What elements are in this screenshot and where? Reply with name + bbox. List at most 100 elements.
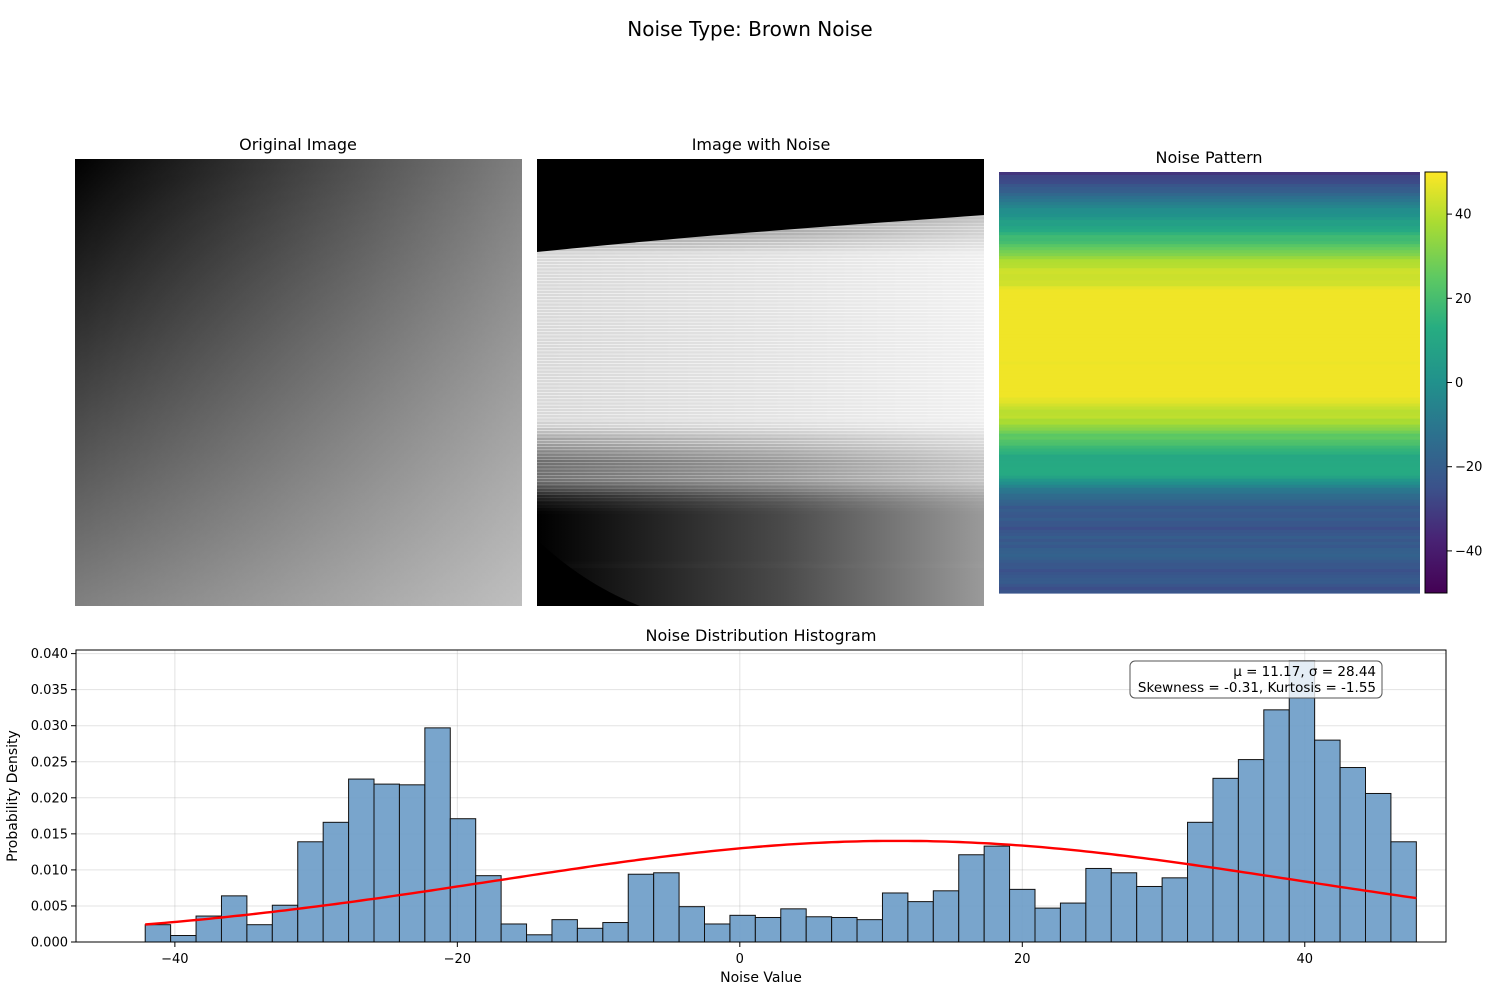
histogram-bar <box>144 924 172 942</box>
y-axis-label: Probability Density <box>5 730 21 862</box>
noisy-row <box>537 286 984 291</box>
noisy-row <box>537 475 984 479</box>
noise-row <box>999 337 1420 341</box>
histogram-bar <box>1110 872 1138 942</box>
noisy-row <box>537 347 984 352</box>
noise-row <box>999 508 1420 513</box>
histogram-bar <box>653 872 680 942</box>
x-tick-label: 40 <box>1296 952 1313 967</box>
histogram-bar <box>475 875 502 942</box>
noise-row <box>999 178 1420 182</box>
noise-row <box>999 472 1420 477</box>
histogram-bar <box>1364 792 1392 942</box>
noise-row <box>999 343 1420 348</box>
noisy-row <box>537 328 984 333</box>
noisy-row <box>537 267 984 272</box>
noise-row <box>999 316 1420 320</box>
colorbar-tick-label: 0 <box>1455 376 1463 391</box>
noise-row <box>999 583 1420 588</box>
noise-row <box>999 442 1420 447</box>
noisy-row <box>537 321 984 326</box>
noisy-row <box>537 424 984 428</box>
noise-row <box>999 172 1420 176</box>
noise-row <box>999 295 1420 299</box>
noise-row <box>999 367 1420 372</box>
noisy-row <box>537 503 984 508</box>
noisy-row <box>537 449 984 454</box>
noisy-row <box>537 392 984 396</box>
noise-row <box>999 571 1420 576</box>
noisy-image <box>537 159 984 606</box>
noisy-row <box>537 299 984 304</box>
noise-row <box>999 424 1420 429</box>
noise-row <box>999 538 1420 543</box>
noisy-row <box>537 433 984 438</box>
noise-row <box>999 523 1420 528</box>
noise-row <box>999 181 1420 185</box>
noise-row <box>999 454 1420 459</box>
noisy-row <box>537 369 984 374</box>
noise-row <box>999 268 1420 272</box>
y-tick-label: 0.020 <box>31 791 68 806</box>
histogram-bar <box>348 778 375 942</box>
noisy-row <box>537 395 984 400</box>
noise-row <box>999 526 1420 531</box>
noise-row <box>999 190 1420 194</box>
noisy-row <box>537 430 984 435</box>
noise-row <box>999 220 1420 224</box>
noisy-row <box>537 446 984 451</box>
noise-row <box>999 259 1420 263</box>
noisy-row <box>537 340 984 345</box>
y-tick-label: 0.010 <box>31 863 68 878</box>
noise-row <box>999 505 1420 510</box>
noisy-row <box>537 245 984 249</box>
noisy-row <box>537 481 984 486</box>
noise-row <box>999 562 1420 567</box>
noisy-row <box>537 414 984 419</box>
noise-row <box>999 226 1420 230</box>
noisy-row <box>537 471 984 476</box>
histogram-bar <box>1034 907 1061 942</box>
noisy-row <box>537 257 984 262</box>
colorbar: 40 20 0 −20 −40 <box>1424 171 1482 594</box>
noise-pattern-image <box>999 172 1420 594</box>
noisy-row <box>537 232 984 237</box>
y-tick-label: 0.000 <box>31 936 68 951</box>
noise-row <box>999 223 1420 227</box>
noise-row <box>999 589 1420 594</box>
colorbar-tick-label: 20 <box>1455 292 1472 307</box>
noisy-row <box>537 235 984 240</box>
noisy-row <box>537 302 984 307</box>
noise-row <box>999 334 1420 338</box>
noise-row <box>999 205 1420 209</box>
noise-row <box>999 427 1420 432</box>
noise-row <box>999 451 1420 456</box>
noisy-row <box>537 379 984 384</box>
histogram-bar <box>881 892 909 942</box>
histogram-bar <box>1085 867 1112 942</box>
noisy-row <box>537 238 984 243</box>
noise-row <box>999 466 1420 471</box>
noisy-row <box>537 337 984 342</box>
noise-row <box>999 256 1420 260</box>
noise-row <box>999 436 1420 441</box>
noise-row <box>999 502 1420 507</box>
noise-row <box>999 391 1420 396</box>
noise-row <box>999 319 1420 323</box>
noise-row <box>999 199 1420 203</box>
noise-row <box>999 388 1420 393</box>
histogram-bar <box>1212 777 1239 942</box>
noise-row <box>999 565 1420 570</box>
histogram-bar <box>907 901 934 942</box>
noise-row <box>999 463 1420 468</box>
colorbar-tick-label: 40 <box>1455 208 1472 223</box>
noise-row <box>999 394 1420 399</box>
noisy-row <box>537 305 984 310</box>
noisy-row <box>537 344 984 348</box>
noisy-row <box>537 385 984 390</box>
noisy-row <box>537 417 984 422</box>
noise-row <box>999 409 1420 414</box>
noise-row <box>999 292 1420 296</box>
histogram-bar <box>1263 709 1290 942</box>
noisy-row <box>537 360 984 364</box>
